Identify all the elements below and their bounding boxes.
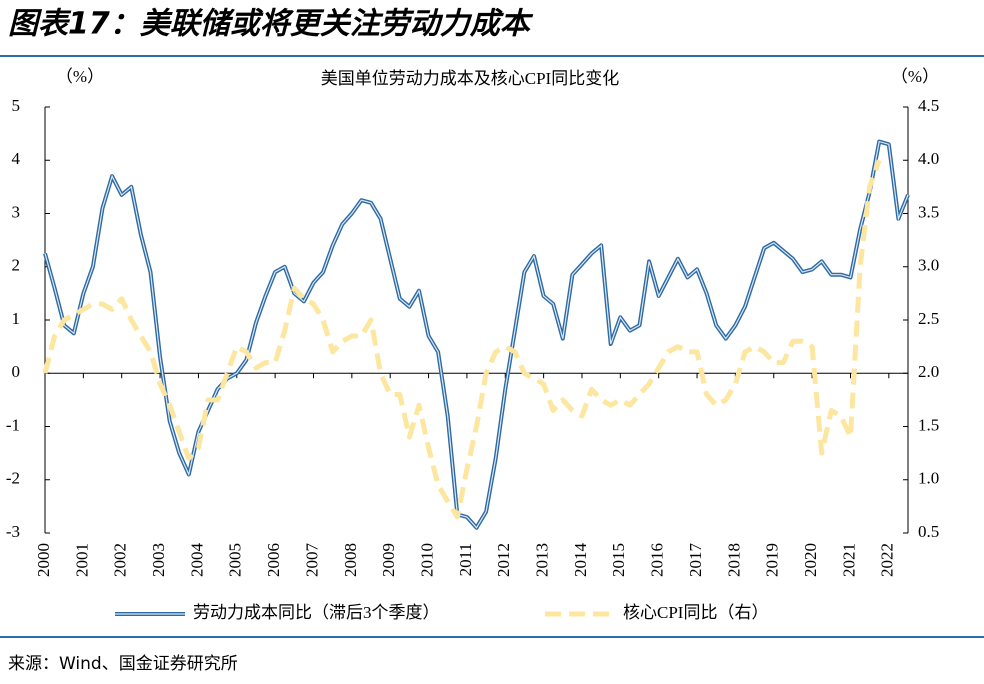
y-tick-label: -3 [6, 522, 20, 541]
x-tick-label: 2020 [801, 543, 820, 577]
x-tick-label: 2014 [571, 543, 590, 578]
y2-tick-label: 4.5 [918, 96, 939, 115]
x-tick-label: 2004 [187, 543, 206, 578]
x-tick-label: 2017 [686, 543, 705, 578]
x-tick-label: 2008 [341, 543, 360, 577]
y-tick-label: 5 [12, 96, 21, 115]
x-tick-label: 2006 [264, 543, 283, 577]
y-tick-label: 4 [12, 149, 21, 168]
y-tick-label: 3 [12, 202, 21, 221]
y-tick-label: -1 [6, 415, 20, 434]
x-tick-label: 2003 [149, 543, 168, 577]
y2-tick-label: 1.0 [918, 469, 939, 488]
y2-tick-label: 0.5 [918, 522, 939, 541]
y2-tick-label: 3.0 [918, 256, 939, 275]
x-tick-label: 2013 [533, 543, 552, 577]
x-tick-label: 2018 [724, 543, 743, 577]
x-tick-label: 2021 [839, 543, 858, 577]
page-title: 图表17：美联储或将更关注劳动力成本 [8, 7, 534, 42]
y-tick-label: -2 [6, 469, 20, 488]
y2-tick-label: 4.0 [918, 149, 939, 168]
x-tick-label: 2012 [494, 543, 513, 577]
y2-tick-label: 2.5 [918, 309, 939, 328]
series-line-highlight [44, 140, 909, 529]
x-tick-label: 2015 [609, 543, 628, 577]
x-tick-label: 2010 [417, 543, 436, 577]
y2-tick-label: 1.5 [918, 415, 939, 434]
x-tick-label: 2002 [111, 543, 130, 577]
y-tick-label: 1 [12, 309, 21, 328]
y2-tick-label: 2.0 [918, 362, 939, 381]
source: 来源：Wind、国金证券研究所 [8, 654, 238, 674]
series-line [43, 139, 910, 530]
y2-tick-label: 3.5 [918, 202, 939, 221]
x-tick-label: 2001 [72, 543, 91, 577]
legend-label: 核心CPI同比（右） [623, 603, 768, 622]
chart-title: 美国单位劳动力成本及核心CPI同比变化 [321, 69, 619, 88]
x-tick-label: 2009 [379, 543, 398, 577]
x-tick-label: 2007 [302, 543, 321, 578]
x-tick-label: 2005 [226, 543, 245, 577]
series-line [42, 159, 882, 520]
x-tick-label: 2022 [878, 543, 897, 577]
y-tick-label: 2 [12, 256, 21, 275]
x-tick-label: 2011 [456, 543, 475, 576]
x-tick-label: 2000 [34, 543, 53, 577]
y2-axis-label: （%） [891, 67, 939, 86]
y-axis-label: （%） [56, 67, 104, 86]
y-tick-label: 0 [12, 362, 21, 381]
legend-label: 劳动力成本同比（滞后3个季度） [193, 603, 440, 622]
x-tick-label: 2019 [763, 543, 782, 577]
x-tick-label: 2016 [648, 543, 667, 577]
